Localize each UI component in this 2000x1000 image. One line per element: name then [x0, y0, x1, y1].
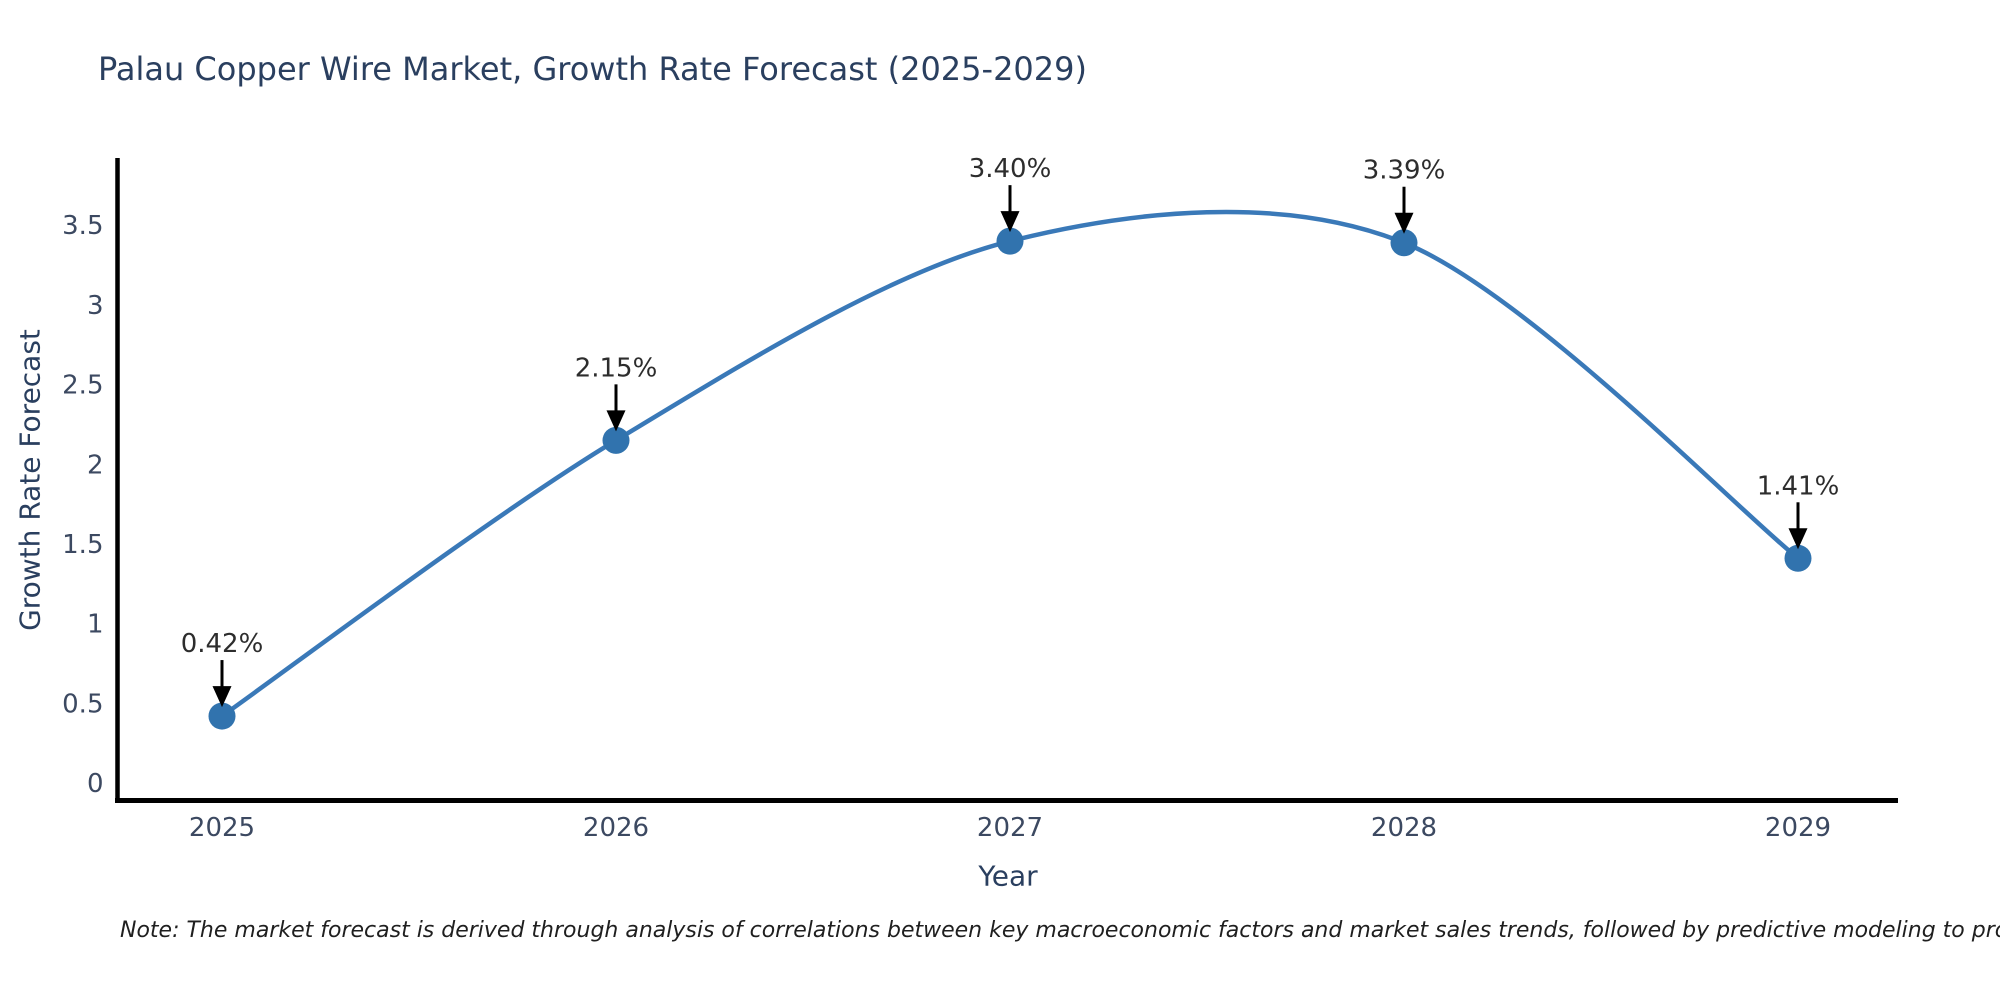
y-tick-label: 0 — [87, 769, 104, 799]
annotation-arrowhead — [212, 686, 232, 708]
y-tick-label: 1.5 — [62, 530, 103, 560]
point-value-label: 3.39% — [1363, 156, 1446, 186]
y-tick-label: 1 — [87, 610, 104, 640]
annotation-arrowhead — [606, 410, 626, 432]
x-axis-title: Year — [978, 859, 1038, 893]
data-point-2026 — [602, 426, 630, 454]
y-tick-label: 3 — [87, 291, 104, 321]
x-tick-label: 2028 — [1371, 813, 1437, 843]
point-value-label: 1.41% — [1757, 471, 1840, 501]
point-value-label: 2.15% — [575, 353, 658, 383]
y-tick-label: 2.5 — [62, 371, 103, 401]
x-tick-label: 2025 — [189, 813, 255, 843]
x-tick-label: 2027 — [977, 813, 1043, 843]
annotation-arrowhead — [1788, 528, 1808, 550]
y-axis-title: Growth Rate Forecast — [13, 329, 47, 631]
data-point-2028 — [1390, 229, 1418, 257]
point-value-label: 3.40% — [969, 154, 1052, 184]
data-point-2027 — [996, 227, 1024, 255]
point-value-label: 0.42% — [181, 629, 264, 659]
y-tick-label: 2 — [87, 450, 104, 480]
annotation-arrowhead — [1394, 212, 1414, 234]
annotation-arrowhead — [1000, 211, 1020, 233]
chart-title: Palau Copper Wire Market, Growth Rate Fo… — [98, 50, 1087, 88]
y-tick-label: 0.5 — [62, 689, 103, 719]
trend-line — [219, 209, 1801, 719]
data-point-2025 — [208, 702, 236, 730]
footnote: Note: The market forecast is derived thr… — [120, 918, 2000, 943]
data-point-2029 — [1784, 544, 1812, 572]
x-tick-label: 2029 — [1765, 813, 1831, 843]
x-tick-label: 2026 — [583, 813, 649, 843]
y-tick-label: 3.5 — [62, 211, 103, 241]
